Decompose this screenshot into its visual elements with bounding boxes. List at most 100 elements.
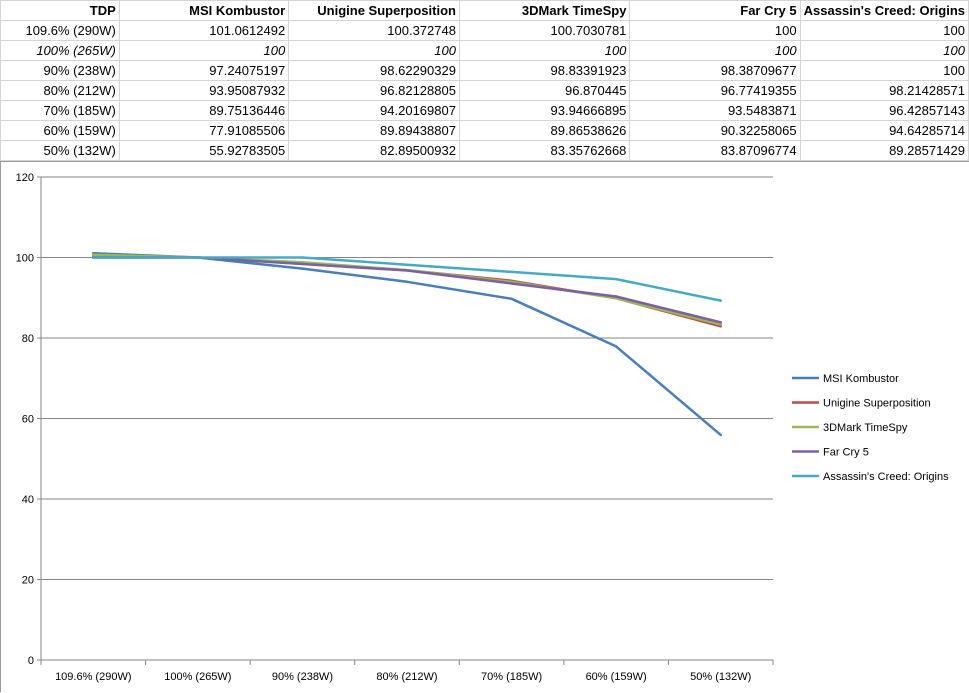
data-point[interactable]: [405, 269, 409, 272]
legend-label: Assassin's Creed: Origins: [823, 471, 949, 483]
y-tick-label: 80: [22, 333, 34, 345]
y-tick-label: 40: [22, 494, 34, 506]
table-cell[interactable]: 100: [799, 40, 969, 61]
table-header-row: TDP MSI Kombustor Unigine Superposition …: [0, 0, 969, 21]
data-point[interactable]: [614, 345, 618, 348]
table-row: 50% (132W) 55.92783505 82.89500932 83.35762…: [0, 140, 969, 161]
table-cell[interactable]: 93.94666895: [458, 100, 631, 121]
header-cell[interactable]: Far Cry 5: [629, 0, 801, 21]
table-cell[interactable]: 94.64285714: [799, 120, 969, 141]
data-point[interactable]: [405, 263, 409, 266]
data-point[interactable]: [301, 267, 304, 270]
x-tick-label: 60% (159W): [586, 671, 647, 683]
header-cell[interactable]: TDP: [0, 0, 120, 21]
table-cell[interactable]: 90.32258065: [629, 120, 801, 141]
series-line[interactable]: [92, 254, 722, 328]
table-row: 60% (159W) 77.91085506 89.89438807 89.86538…: [0, 120, 969, 141]
x-tick-label: 90% (238W): [272, 671, 333, 683]
legend-label: Unigine Superposition: [823, 398, 931, 410]
series-line[interactable]: [92, 256, 722, 324]
row-label-cell[interactable]: 90% (238W): [0, 60, 120, 81]
table-cell[interactable]: 98.21428571: [799, 80, 969, 101]
row-label-cell[interactable]: 100% (265W): [0, 40, 120, 61]
table-row: 80% (212W) 93.95087932 96.82128805 96.87044…: [0, 80, 969, 101]
table-cell[interactable]: 77.91085506: [118, 120, 290, 141]
y-tick-label: 100: [16, 253, 34, 265]
row-label-cell[interactable]: 60% (159W): [0, 120, 120, 141]
data-point[interactable]: [614, 277, 618, 281]
table-cell[interactable]: 100: [799, 60, 969, 81]
table-cell[interactable]: 96.77419355: [629, 80, 801, 101]
x-tick-label: 50% (132W): [690, 671, 751, 683]
table-cell[interactable]: 96.82128805: [288, 80, 460, 101]
table-cell[interactable]: 101.0612492: [118, 20, 290, 41]
table-cell[interactable]: 89.86538626: [458, 120, 631, 141]
table-cell[interactable]: 96.42857143: [799, 100, 969, 121]
header-cell[interactable]: MSI Kombustor: [118, 0, 290, 21]
table-cell[interactable]: 93.95087932: [118, 80, 290, 101]
table-cell[interactable]: 97.24075197: [118, 60, 290, 81]
y-tick-label: 20: [22, 575, 34, 587]
data-point[interactable]: [510, 282, 513, 285]
data-point[interactable]: [719, 299, 722, 302]
table-cell[interactable]: 82.89500932: [288, 140, 460, 161]
table-row: 70% (185W) 89.75136446 94.20169807 93.94666…: [0, 100, 969, 121]
row-label-cell[interactable]: 50% (132W): [0, 140, 120, 161]
x-tick-label: 80% (212W): [376, 671, 437, 683]
table-cell[interactable]: 100.7030781: [458, 20, 631, 41]
data-point[interactable]: [301, 262, 304, 266]
data-point[interactable]: [301, 256, 304, 259]
table-cell[interactable]: 100: [799, 20, 969, 41]
data-point[interactable]: [719, 325, 722, 328]
header-cell[interactable]: Unigine Superposition: [288, 0, 460, 21]
line-chart: 0 20 40 60 80 100 120 109.6% (290W) 100% (265W) 9…: [16, 172, 949, 683]
legend-label: 3DMark TimeSpy: [823, 422, 908, 434]
table-row: 90% (238W) 97.24075197 98.62290329 98.83391…: [0, 60, 969, 81]
data-point[interactable]: [92, 253, 95, 256]
legend-label: Far Cry 5: [823, 447, 869, 459]
table-cell[interactable]: 100: [629, 40, 801, 61]
data-table: TDP MSI Kombustor Unigine Superposition …: [0, 0, 969, 161]
data-point[interactable]: [92, 256, 95, 259]
table-cell[interactable]: 96.870445: [458, 80, 631, 101]
data-point[interactable]: [510, 270, 513, 274]
table-cell[interactable]: 100: [458, 40, 631, 61]
chart-area[interactable]: 0 20 40 60 80 100 120 109.6% (290W) 100% (265W) 9…: [0, 161, 969, 692]
table-row: 100% (265W) 100 100 100 100 100: [0, 40, 969, 61]
data-point[interactable]: [719, 323, 722, 326]
header-cell[interactable]: Assassin's Creed: Origins: [799, 0, 969, 21]
data-point[interactable]: [614, 295, 618, 298]
y-tick-label: 60: [22, 414, 34, 426]
legend-label: MSI Kombustor: [823, 373, 899, 385]
table-cell[interactable]: 98.62290329: [288, 60, 460, 81]
table-cell[interactable]: 55.92783505: [118, 140, 290, 161]
table-cell[interactable]: 89.75136446: [118, 100, 290, 121]
table-cell[interactable]: 98.38709677: [629, 60, 801, 81]
data-point[interactable]: [405, 280, 409, 284]
header-cell[interactable]: 3DMark TimeSpy: [458, 0, 631, 21]
data-point[interactable]: [719, 321, 722, 324]
table-cell[interactable]: 94.20169807: [288, 100, 460, 121]
data-point[interactable]: [196, 256, 200, 259]
row-label-cell[interactable]: 70% (185W): [0, 100, 120, 121]
table-cell[interactable]: 83.87096774: [629, 140, 801, 161]
data-point[interactable]: [510, 297, 513, 300]
x-tick-label: 100% (265W): [164, 671, 231, 683]
table-cell[interactable]: 83.35762668: [458, 140, 631, 161]
table-cell[interactable]: 93.5483871: [629, 100, 801, 121]
table-cell[interactable]: 100: [118, 40, 290, 61]
table-cell[interactable]: 100: [288, 40, 460, 61]
table-cell[interactable]: 100.372748: [288, 20, 460, 41]
x-tick-label: 70% (185W): [481, 671, 542, 683]
table-row: 109.6% (290W) 101.0612492 100.372748 100.70…: [0, 20, 969, 41]
table-cell[interactable]: 98.83391923: [458, 60, 631, 81]
y-tick-label: 0: [28, 655, 34, 667]
table-cell[interactable]: 89.28571429: [799, 140, 969, 161]
data-point[interactable]: [719, 433, 722, 437]
y-tick-label: 120: [16, 172, 34, 184]
table-cell[interactable]: 89.89438807: [288, 120, 460, 141]
table-cell[interactable]: 100: [629, 20, 801, 41]
row-label-cell[interactable]: 109.6% (290W): [0, 20, 120, 41]
x-tick-label: 109.6% (290W): [55, 671, 131, 683]
row-label-cell[interactable]: 80% (212W): [0, 80, 120, 101]
